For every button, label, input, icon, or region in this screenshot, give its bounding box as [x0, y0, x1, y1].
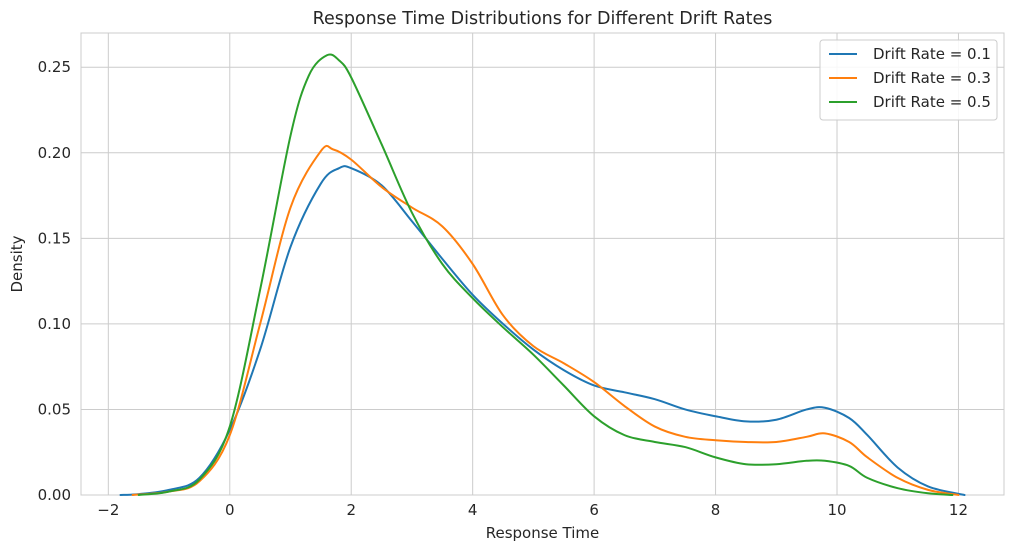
y-tick-label: 0.05 — [38, 400, 71, 418]
series-lines — [119, 53, 966, 496]
y-tick-label: 0.00 — [38, 486, 71, 504]
x-tick-label: 8 — [711, 501, 721, 519]
x-tick-label: −2 — [97, 501, 119, 519]
y-tick-label: 0.15 — [38, 229, 71, 247]
chart-title: Response Time Distributions for Differen… — [313, 9, 773, 29]
legend-label: Drift Rate = 0.5 — [873, 93, 991, 111]
y-axis-label: Density — [8, 235, 26, 292]
y-tick-label: 0.10 — [38, 315, 71, 333]
x-tick-label: 0 — [225, 501, 235, 519]
x-tick-label: 6 — [589, 501, 599, 519]
tick-labels: −2 0 2 4 6 8 10 12 0.00 0.05 0.10 0.15 0.20 0.25 — [38, 58, 968, 519]
x-axis-label: Response Time — [486, 524, 600, 542]
plot-frame — [80, 32, 1005, 496]
legend: Drift Rate = 0.1 Drift Rate = 0.3 Drift Ra… — [819, 39, 998, 121]
y-tick-label: 0.20 — [38, 144, 71, 162]
x-tick-label: 10 — [827, 501, 846, 519]
series-line-2 — [131, 144, 960, 496]
series-line-3 — [137, 53, 954, 496]
x-tick-label: 4 — [468, 501, 478, 519]
series-line-1 — [119, 165, 966, 496]
legend-box — [819, 39, 998, 121]
y-tick-label: 0.25 — [38, 58, 71, 76]
legend-label: Drift Rate = 0.3 — [873, 69, 991, 87]
x-tick-label: 2 — [346, 501, 356, 519]
legend-label: Drift Rate = 0.1 — [873, 45, 991, 63]
x-tick-label: 12 — [949, 501, 968, 519]
